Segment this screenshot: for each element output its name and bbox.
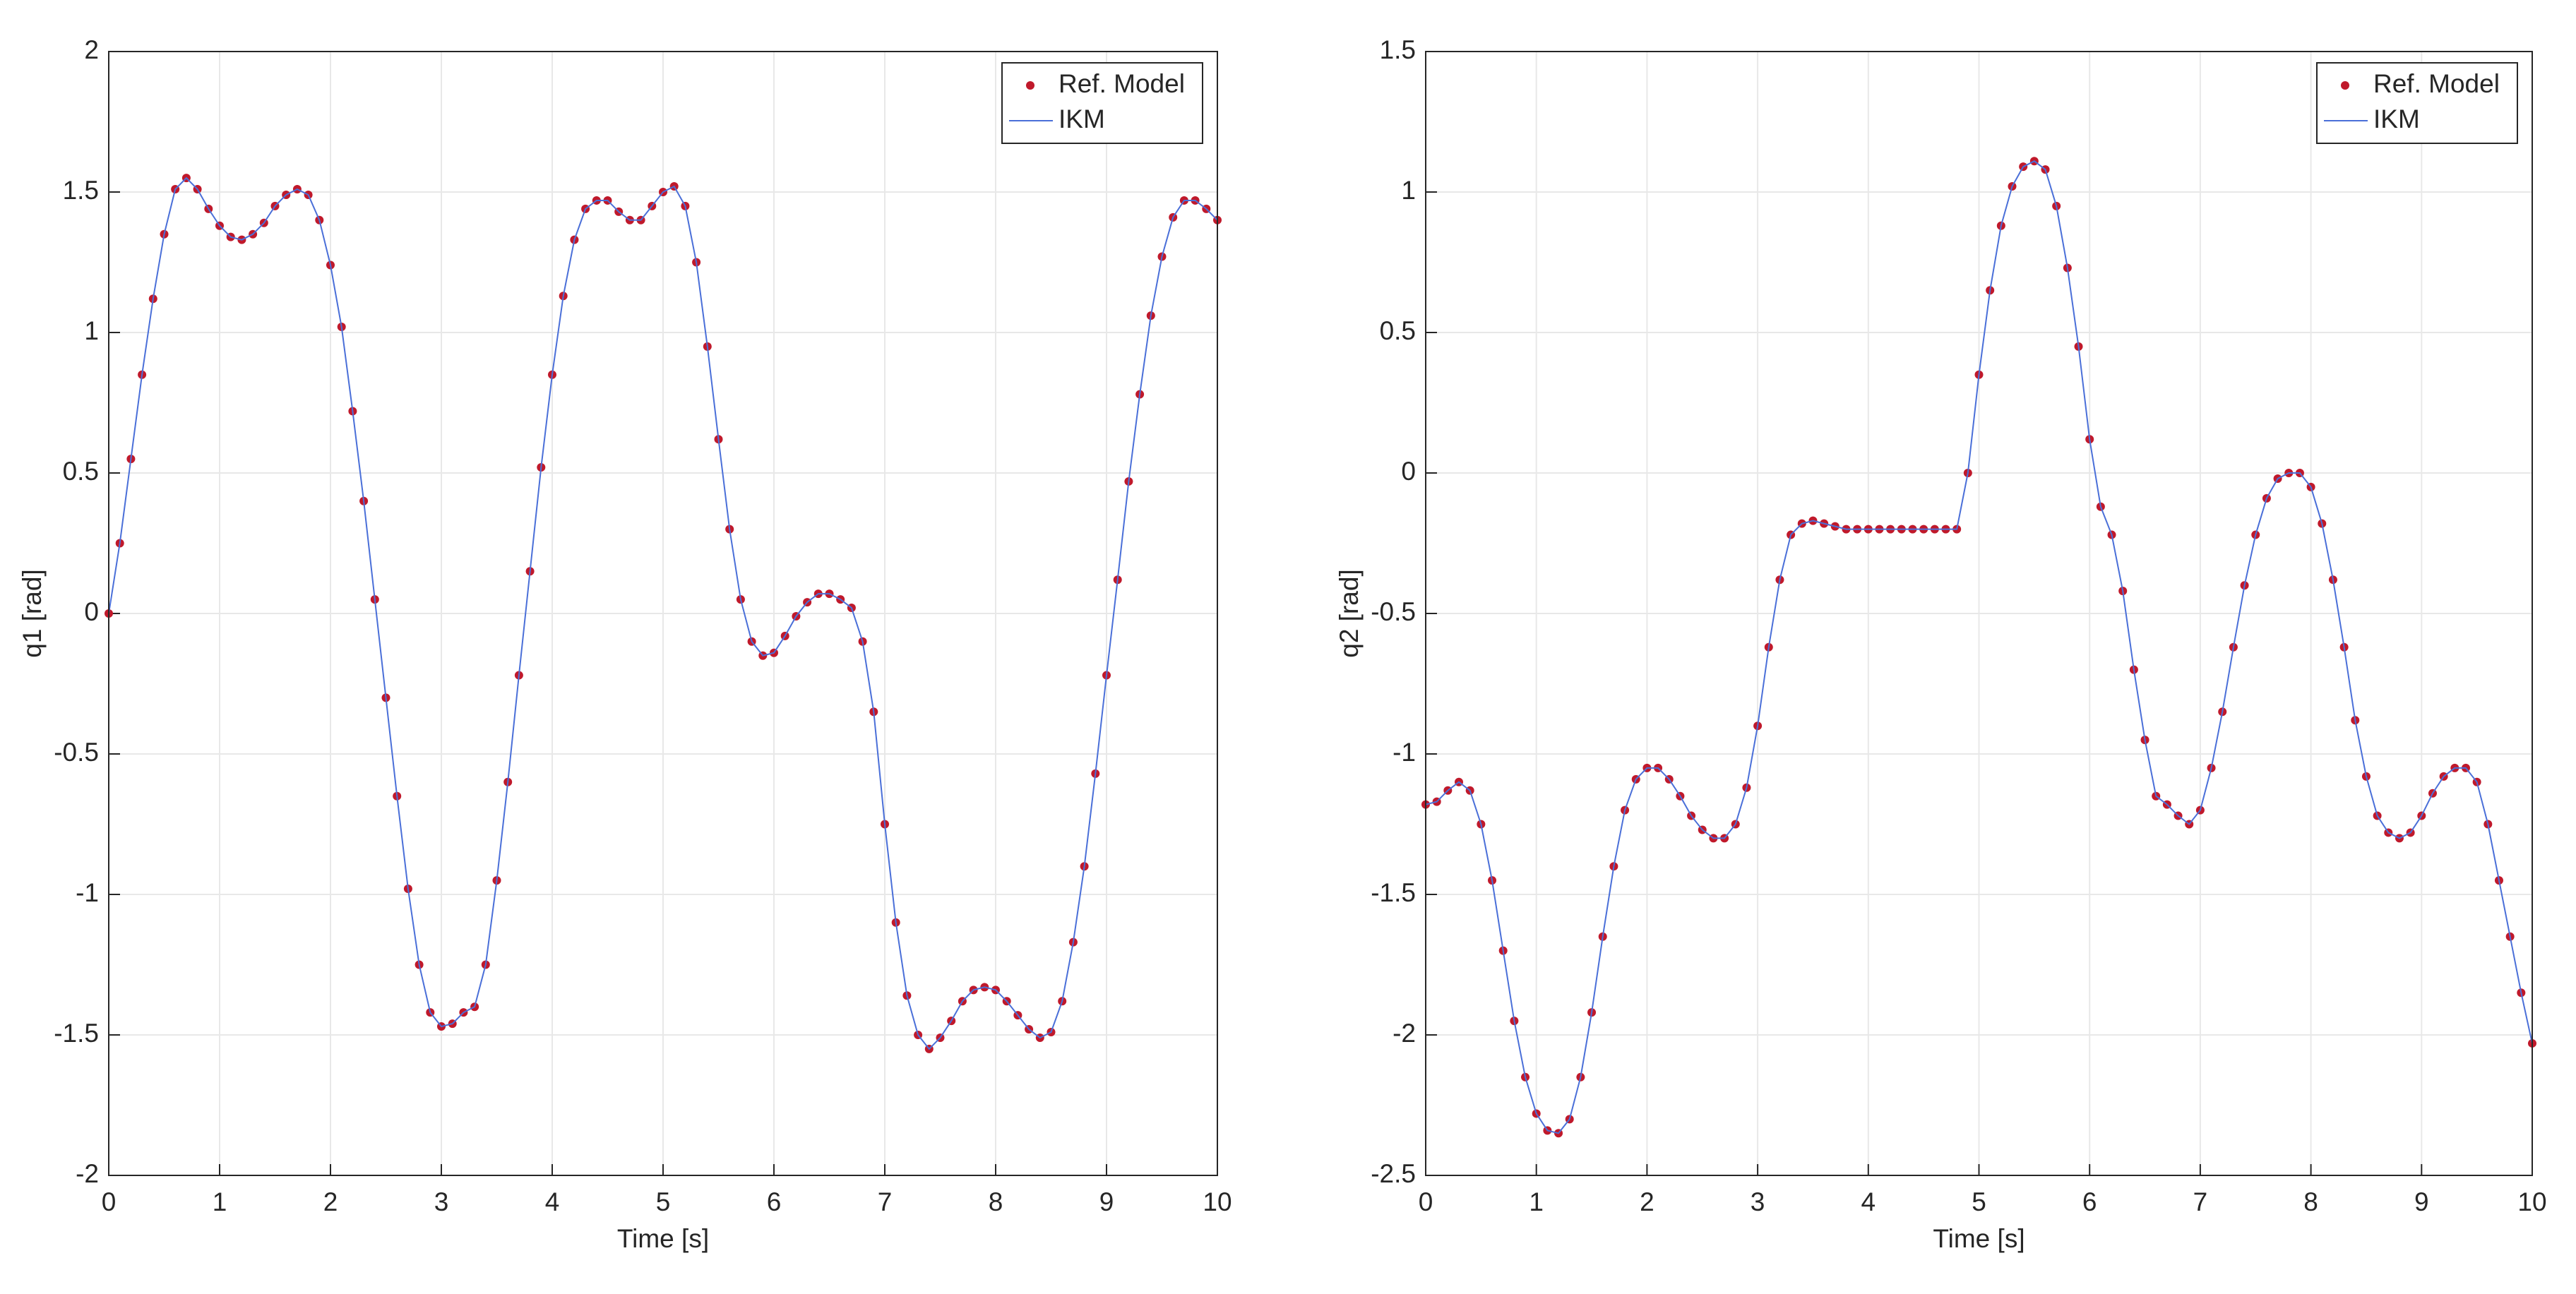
x-tick-label: 0 — [102, 1187, 117, 1216]
y-axis-label: q1 [rad] — [18, 569, 47, 657]
legend-label: Ref. Model — [1059, 69, 1185, 98]
y-axis-label: q2 [rad] — [1335, 569, 1364, 657]
x-tick-label: 4 — [545, 1187, 560, 1216]
y-tick-label: 1 — [84, 316, 99, 345]
legend-marker — [2341, 81, 2349, 90]
x-tick-label: 10 — [2517, 1187, 2546, 1216]
legend-label: Ref. Model — [2373, 69, 2500, 98]
y-tick-label: -2 — [1393, 1019, 1416, 1048]
y-tick-label: -2.5 — [1371, 1159, 1416, 1188]
x-tick-label: 5 — [1972, 1187, 1986, 1216]
x-tick-label: 7 — [878, 1187, 893, 1216]
x-tick-label: 4 — [1861, 1187, 1876, 1216]
y-tick-label: 0.5 — [63, 457, 99, 486]
x-axis-label: Time [s] — [1933, 1224, 2025, 1253]
y-tick-label: -0.5 — [1371, 597, 1416, 626]
data-line — [1425, 160, 2533, 1134]
y-tick-label: 1 — [1401, 176, 1416, 205]
legend-label: IKM — [1059, 104, 1105, 133]
axes-box — [108, 51, 1218, 1176]
y-tick-label: 0 — [1401, 457, 1416, 486]
x-tick-label: 2 — [1640, 1187, 1654, 1216]
x-tick-label: 9 — [2414, 1187, 2429, 1216]
x-tick-label: 3 — [1751, 1187, 1765, 1216]
x-tick-label: 1 — [213, 1187, 227, 1216]
y-tick-label: -1 — [1393, 738, 1416, 767]
x-tick-label: 6 — [767, 1187, 782, 1216]
legend-marker — [1026, 81, 1034, 90]
y-tick-label: -1 — [76, 878, 99, 907]
y-tick-label: -1.5 — [54, 1019, 99, 1048]
y-tick-label: 2 — [84, 35, 99, 64]
legend-box — [1001, 62, 1203, 144]
y-tick-label: 0 — [84, 597, 99, 626]
axes-box — [1425, 51, 2533, 1176]
y-tick-label: 1.5 — [63, 176, 99, 205]
x-tick-label: 1 — [1529, 1187, 1544, 1216]
x-tick-label: 6 — [2082, 1187, 2097, 1216]
y-tick-label: 0.5 — [1380, 316, 1416, 345]
data-line — [108, 176, 1218, 1050]
x-axis-label: Time [s] — [617, 1224, 709, 1253]
x-tick-label: 0 — [1419, 1187, 1433, 1216]
x-tick-label: 2 — [323, 1187, 338, 1216]
legend-label: IKM — [2373, 104, 2420, 133]
x-tick-label: 8 — [989, 1187, 1003, 1216]
x-tick-label: 7 — [2193, 1187, 2208, 1216]
x-tick-label: 9 — [1099, 1187, 1114, 1216]
y-tick-label: -0.5 — [54, 738, 99, 767]
y-tick-label: -2 — [76, 1159, 99, 1188]
legend-box — [2316, 62, 2518, 144]
x-tick-label: 10 — [1203, 1187, 1232, 1216]
x-tick-label: 8 — [2303, 1187, 2318, 1216]
x-tick-label: 3 — [434, 1187, 449, 1216]
y-tick-label: 1.5 — [1380, 35, 1416, 64]
x-tick-label: 5 — [656, 1187, 671, 1216]
y-tick-label: -1.5 — [1371, 878, 1416, 907]
